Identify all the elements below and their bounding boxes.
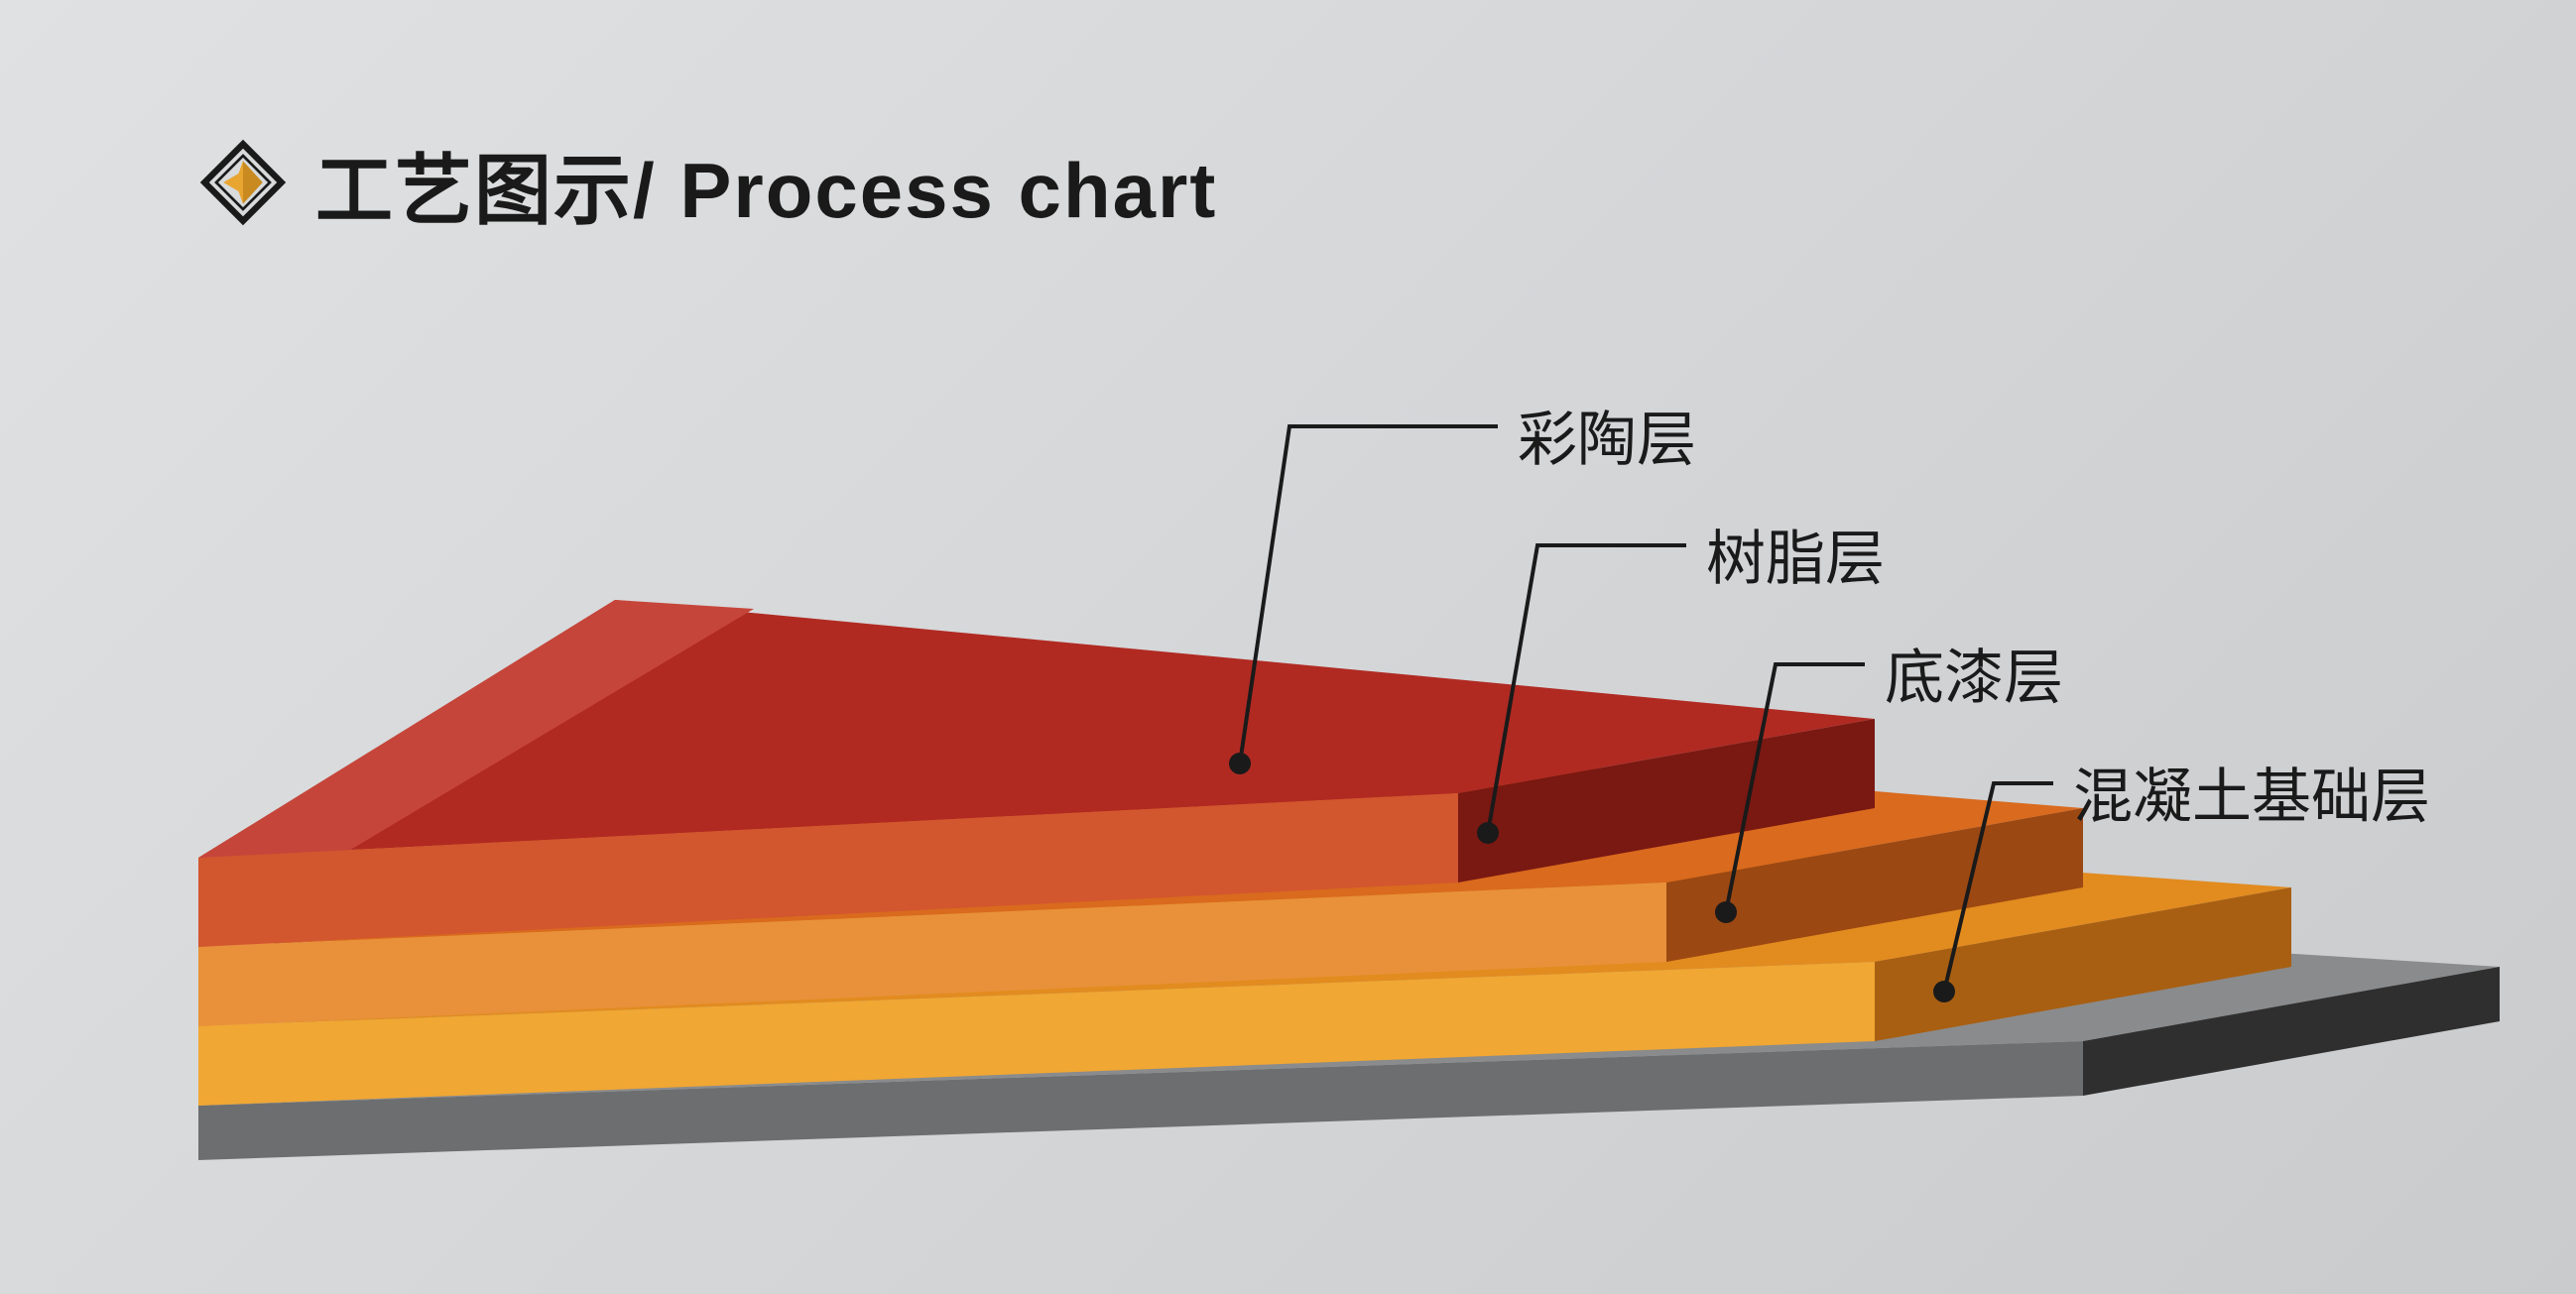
process-layer-diagram: [0, 0, 2576, 1294]
label-concrete: 混凝土基础层: [2073, 749, 2430, 835]
label-resin: 树脂层: [1706, 511, 1885, 597]
page-root: 工艺图示/ Process chart: [0, 0, 2576, 1294]
label-ceramic: 彩陶层: [1518, 392, 1696, 478]
label-primer: 底漆层: [1885, 630, 2063, 716]
